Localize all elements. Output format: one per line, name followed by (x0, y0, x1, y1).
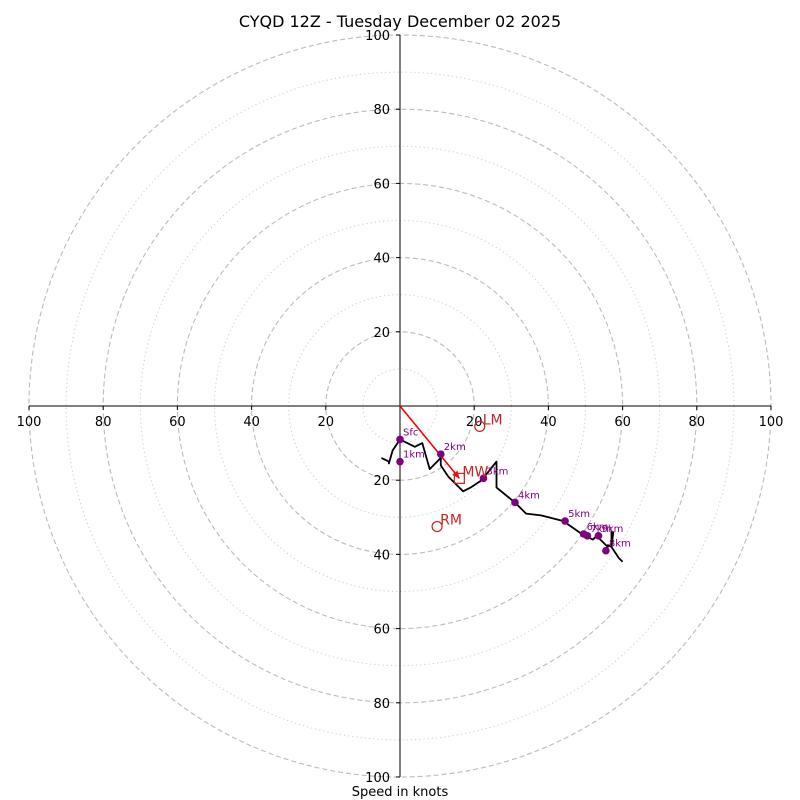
height-marker-4km (511, 498, 519, 507)
tick-label-top-80: 80 (373, 103, 390, 118)
height-marker-9km (594, 532, 603, 540)
tick-label-top-20: 20 (373, 326, 390, 341)
height-marker-Sfc (396, 435, 404, 444)
axis-tick-labels: 100 80 60 40 20 20 40 60 80 100 20 40 60 80 100 20 40 60 8… (17, 29, 784, 786)
height-marker-8km (602, 546, 610, 555)
tick-label-left-60: 60 (169, 415, 186, 430)
storm-motion-marker-MW (453, 472, 465, 484)
tick-label-bottom-60: 60 (373, 623, 390, 638)
tick-label-right-60: 60 (614, 415, 631, 430)
tick-label-top-100: 100 (365, 29, 390, 44)
height-label-2km: 2km (444, 442, 466, 453)
height-label-8km: 8km (609, 539, 631, 550)
tick-label-bottom-20: 20 (373, 474, 390, 489)
height-marker-1km (396, 457, 404, 466)
x-axis-label: Speed in knots (352, 785, 449, 800)
height-marker-7km (583, 532, 592, 540)
height-label-9km: 9km (601, 524, 623, 535)
height-label-5km: 5km (568, 509, 590, 520)
tick-label-top-40: 40 (373, 252, 390, 267)
tick-label-right-100: 100 (759, 415, 784, 430)
storm-motion-marker-RM (431, 520, 443, 533)
storm-motion-marker-LM (474, 420, 486, 433)
height-label-1km: 1km (403, 450, 425, 461)
tick-label-bottom-80: 80 (373, 697, 390, 712)
shear-vector-arrowhead (452, 470, 460, 479)
storm-motion-label-MW: MW (462, 464, 488, 480)
height-marker-2km (437, 450, 445, 459)
height-label-3km: 3km (486, 466, 508, 477)
tick-label-bottom-40: 40 (373, 548, 390, 563)
height-marker-5km (561, 517, 569, 525)
shear-vector-line (399, 405, 460, 479)
height-label-6km: 6km (587, 522, 609, 533)
height-label-4km: 4km (518, 490, 540, 501)
storm-motion-label-LM: LM (483, 412, 503, 428)
tick-label-right-80: 80 (689, 415, 706, 430)
tick-label-left-100: 100 (17, 415, 42, 430)
height-label-Sfc: Sfc (403, 427, 418, 438)
wind-trace-line (381, 438, 624, 563)
wind-trace (381, 438, 624, 563)
tick-label-left-80: 80 (95, 415, 112, 430)
height-marker-3km (479, 474, 488, 483)
shear-vector (399, 405, 460, 479)
tick-label-bottom-100: 100 (365, 771, 390, 786)
tick-label-left-20: 20 (318, 415, 335, 430)
tick-label-right-20: 20 (466, 415, 483, 430)
tick-label-right-40: 40 (540, 415, 557, 430)
chart-title: CYQD 12Z - Tuesday December 02 2025 (239, 12, 561, 31)
height-label-7km: 7km (590, 524, 612, 535)
storm-motions: LM MW RM (431, 412, 503, 533)
storm-motion-label-RM: RM (440, 513, 462, 529)
tick-label-left-40: 40 (243, 415, 260, 430)
tick-label-top-60: 60 (373, 177, 390, 192)
